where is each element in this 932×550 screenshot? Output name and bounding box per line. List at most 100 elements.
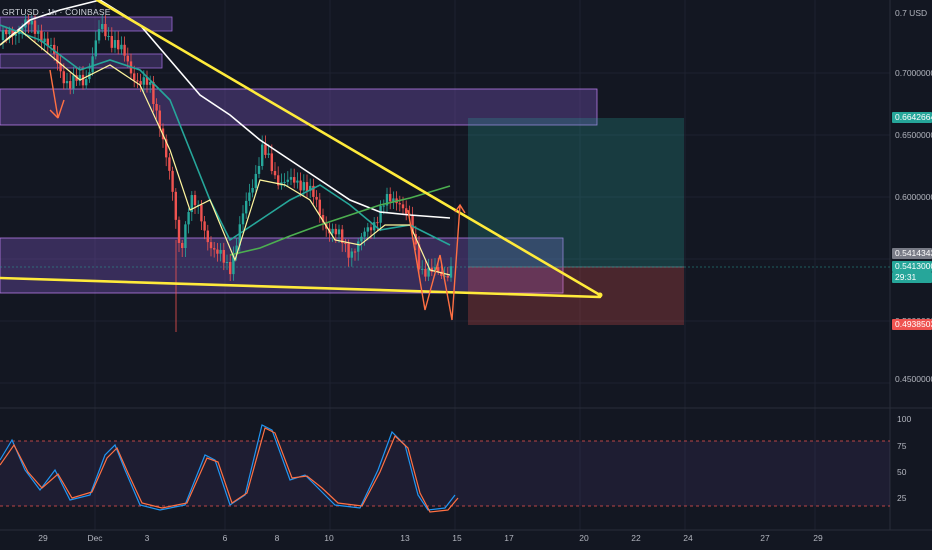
candle-body	[216, 249, 219, 254]
candle-body	[33, 20, 37, 34]
ma-green	[229, 185, 451, 256]
candle-body	[344, 243, 347, 245]
candle-body	[318, 199, 321, 215]
candle-body	[357, 241, 360, 252]
current-price-tag[interactable]: 0.54130000	[892, 261, 932, 272]
grid	[0, 0, 890, 530]
x-tick-24: 24	[683, 533, 693, 543]
candle-body	[209, 242, 213, 249]
candle-body	[43, 38, 46, 43]
candle-body	[446, 275, 449, 278]
candle-body	[286, 179, 289, 182]
profit-zone	[468, 118, 684, 267]
long-position-tool[interactable]	[468, 118, 684, 325]
candle-body	[449, 266, 453, 278]
candle-body	[238, 224, 241, 246]
candle-body	[433, 267, 437, 272]
candle-body	[213, 248, 216, 250]
projection-arrows	[49, 69, 466, 321]
candle-body	[366, 227, 369, 232]
zone-top-2	[0, 53, 163, 69]
x-tick-10: 10	[324, 533, 334, 543]
candle-body	[350, 251, 353, 258]
candle-body	[401, 204, 405, 209]
candle-body	[75, 75, 78, 81]
x-tick-29: 29	[38, 533, 48, 543]
candle-body	[376, 222, 379, 224]
x-tick-8: 8	[274, 533, 280, 543]
moving-averages	[0, 0, 451, 276]
candle-body	[369, 227, 373, 231]
x-tick-3: 3	[144, 533, 150, 543]
y-tick-0650: 0.65000000	[895, 130, 932, 140]
symbol-title: GRTUSD · 1h · COINBASE	[2, 7, 111, 17]
x-tick-27: 27	[760, 533, 770, 543]
candle-body	[417, 244, 421, 270]
candle-body	[8, 29, 11, 35]
candle-body	[78, 74, 81, 81]
candle-body	[296, 180, 299, 183]
candle-body	[117, 40, 120, 50]
trendline-anchor[interactable]	[597, 292, 603, 298]
candle-body	[299, 180, 302, 191]
candle-body	[145, 77, 149, 85]
candle-body	[11, 29, 14, 36]
candle-body	[245, 200, 248, 214]
x-tick-29b: 29	[813, 533, 823, 543]
candle-body	[363, 231, 366, 237]
candle-body	[56, 53, 59, 64]
candle-body	[168, 157, 171, 171]
candle-body	[440, 271, 443, 276]
target-price-tag[interactable]: 0.66426648	[892, 112, 932, 123]
entry-price-tag[interactable]: 0.54143437	[892, 248, 932, 259]
stoch-d	[0, 427, 459, 513]
x-tick-dec: Dec	[87, 533, 103, 543]
candle-body	[14, 34, 17, 36]
candle-body	[190, 195, 193, 213]
candle-body	[123, 44, 126, 56]
candle-body	[321, 214, 325, 223]
candle-body	[120, 44, 123, 50]
candle-body	[225, 261, 229, 263]
candle-body	[241, 213, 245, 225]
candle-body	[1, 29, 5, 40]
currency-label: 0.7 USD	[895, 8, 928, 18]
candle-body	[312, 185, 315, 197]
candle-body	[392, 198, 395, 202]
y-tick-0450: 0.45000000	[895, 374, 932, 384]
ma-teal	[0, 24, 451, 246]
support-line	[0, 276, 602, 299]
candle-body	[133, 73, 136, 81]
candle-body	[382, 205, 385, 207]
candle-body	[270, 153, 273, 172]
candle-body	[235, 245, 238, 255]
candle-body	[353, 251, 357, 253]
candle-body	[110, 35, 113, 48]
x-tick-22: 22	[631, 533, 641, 543]
candle-body	[53, 44, 56, 54]
candle-body	[289, 177, 293, 180]
candle-body	[385, 194, 389, 206]
candle-body	[62, 71, 65, 84]
candle-body	[254, 173, 257, 188]
candle-body	[5, 29, 8, 35]
candle-body	[59, 63, 62, 72]
candle-body	[277, 175, 280, 186]
countdown-tag: 29:31	[892, 272, 932, 283]
candle-body	[248, 192, 251, 201]
candle-body	[181, 242, 184, 249]
candle-body	[341, 229, 344, 244]
stop-price-tag[interactable]: 0.49385039	[892, 319, 932, 330]
candle-body	[65, 81, 69, 84]
osc-tick-75: 75	[897, 441, 907, 451]
candle-body	[155, 103, 158, 111]
candle-body	[174, 191, 177, 220]
trendlines[interactable]	[0, 0, 602, 299]
candle-body	[347, 243, 350, 258]
candle-body	[203, 221, 206, 231]
candle-body	[293, 177, 296, 183]
candle-body	[261, 144, 264, 167]
candle-body	[264, 144, 267, 155]
candle-body	[389, 194, 392, 202]
